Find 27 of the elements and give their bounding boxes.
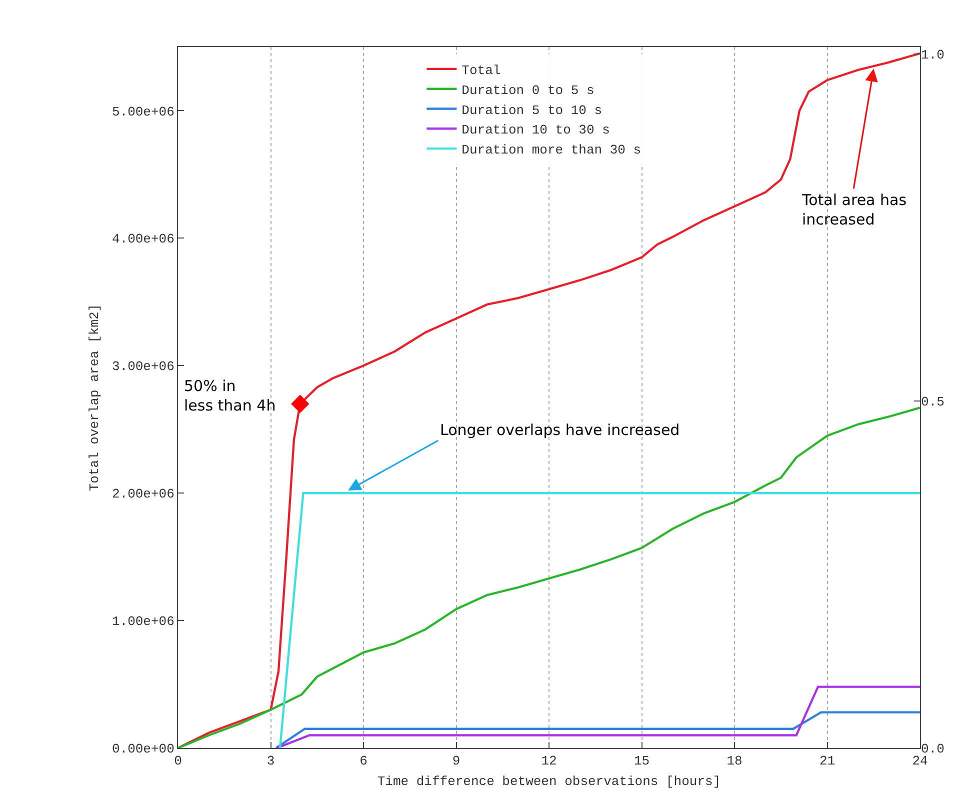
legend-label: Duration 0 to 5 s (462, 82, 594, 98)
legend-label: Duration 10 to 30 s (462, 122, 610, 138)
x-tick-label: 3 (266, 754, 275, 769)
x-tick-label: 9 (452, 754, 460, 769)
y-tick-label: 2.00e+06 (112, 486, 174, 502)
x-tick-label: 0 (174, 754, 182, 769)
legend-label: Duration 5 to 10 s (462, 102, 602, 118)
x-tick-label: 6 (360, 754, 368, 769)
legend-label: Total (462, 63, 501, 78)
y2-tick-label: 1.0 (921, 47, 944, 62)
y2-tick-label: 0.5 (921, 394, 944, 410)
line-series (178, 52, 920, 748)
legend-label: Duration more than 30 s (462, 142, 642, 158)
annotation: 50% in less than 4h (184, 377, 276, 414)
y-tick-label: 1.00e+06 (112, 614, 174, 630)
x-tick-label: 21 (819, 754, 836, 769)
y-tick-label: 5.00e+06 (112, 104, 174, 120)
x-tick-label: 12 (541, 754, 557, 769)
annotation: Longer overlaps have increased (440, 421, 680, 439)
y-axis-title: Total overlap area [km2] (86, 304, 102, 492)
x-tick-label: 18 (726, 754, 742, 769)
annotation: Total area has increased (801, 191, 907, 228)
y-tick-label: 4.00e+06 (112, 232, 174, 247)
y-tick-label: 3.00e+06 (112, 359, 174, 374)
x-axis-title: Time difference between observations [hours] (377, 774, 721, 790)
y-tick-label: 0.00e+00 (112, 742, 174, 757)
x-tick-label: 15 (634, 754, 650, 769)
